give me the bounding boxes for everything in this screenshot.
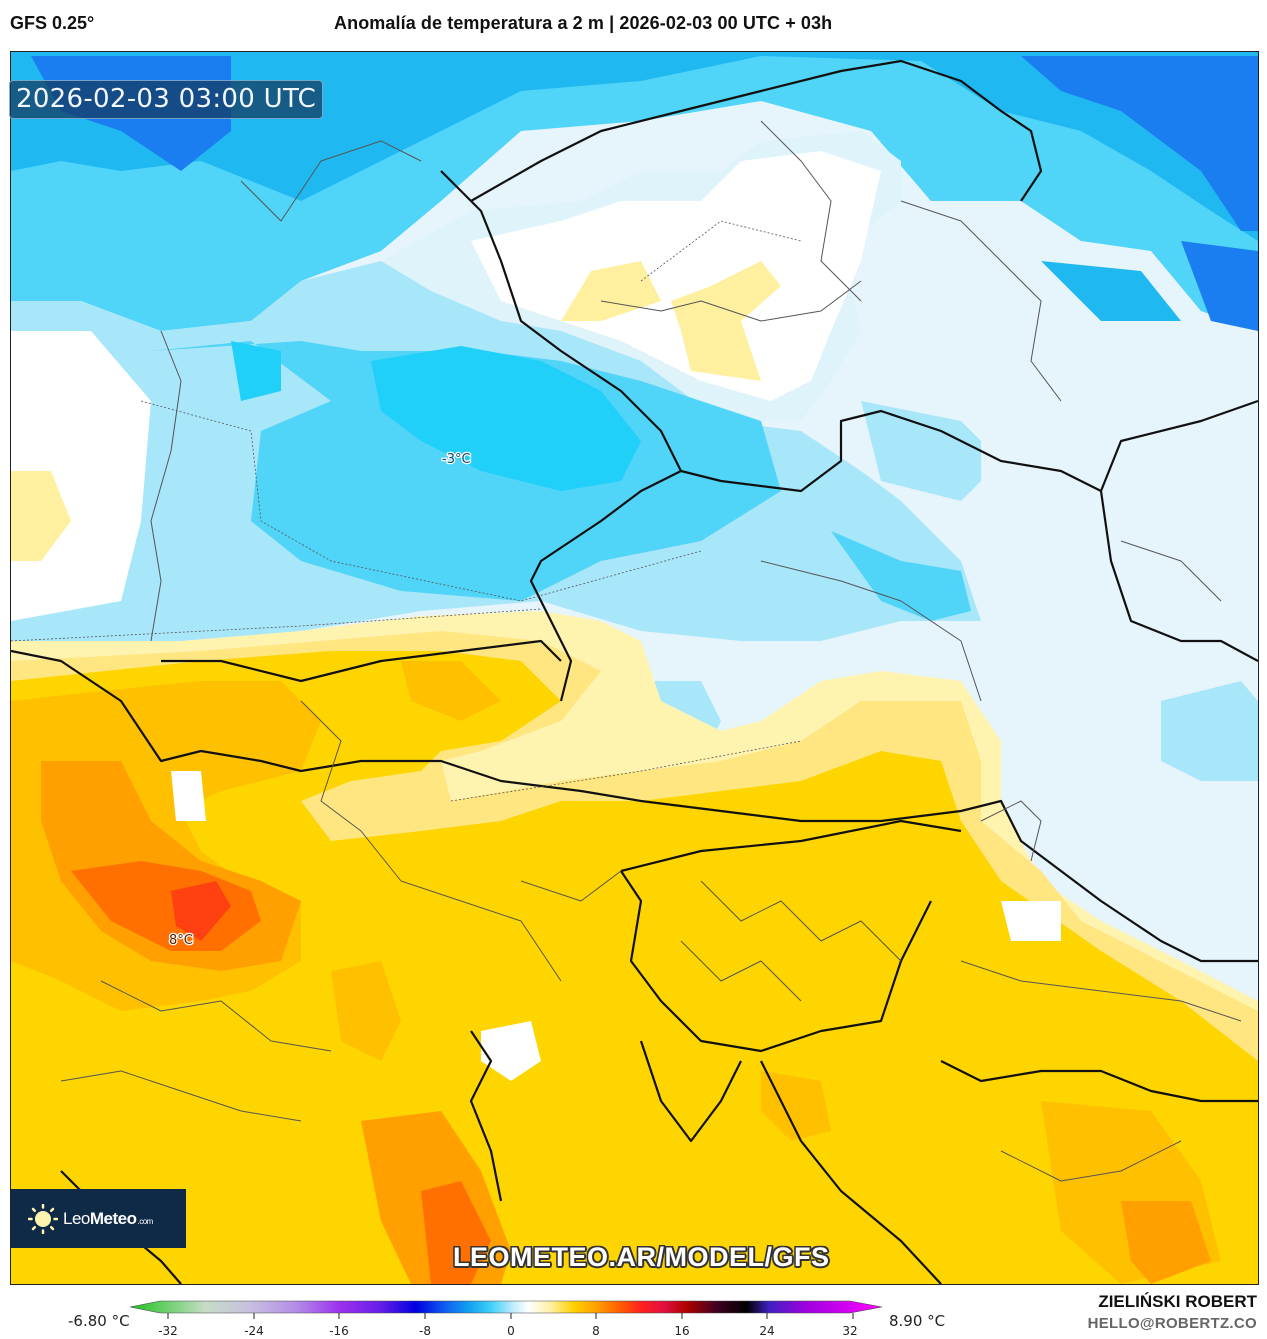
colorbar-tick: 24 <box>759 1324 775 1338</box>
map-contours: -3°C 8°C <box>11 52 1258 1284</box>
colorbar-tick: -24 <box>244 1324 264 1338</box>
logo-wordmark: LeoMeteo.com <box>63 1208 153 1228</box>
contour-label-8: 8°C <box>169 933 193 948</box>
colorbar-min-value: -6.80 °C <box>68 1312 130 1330</box>
valid-time-badge: 2026-02-03 03:00 UTC <box>9 80 324 119</box>
chart-title: Anomalía de temperatura a 2 m | 2026-02-… <box>334 13 833 33</box>
colorbar-tick: 8 <box>592 1324 600 1338</box>
temperature-anomaly-map[interactable]: -3°C 8°C <box>10 51 1259 1285</box>
sun-icon <box>27 1203 59 1234</box>
colorbar-tick: 0 <box>507 1324 515 1338</box>
colorbar-max-value: 8.90 °C <box>889 1312 946 1330</box>
model-name: GFS 0.25° <box>10 13 95 33</box>
colorbar-tick: 16 <box>674 1324 690 1338</box>
colorbar-tick: -8 <box>419 1324 431 1338</box>
colorbar-tick: -16 <box>329 1324 349 1338</box>
author-email[interactable]: HELLO@ROBERTZ.CO <box>1087 1315 1257 1332</box>
colorbar-tick: -32 <box>158 1324 178 1338</box>
leometeo-logo[interactable]: LeoMeteo.com <box>11 1189 186 1248</box>
colorbar-tick: 32 <box>842 1324 858 1338</box>
author-name: ZIELIŃSKI ROBERT <box>1098 1292 1257 1311</box>
colorbar <box>130 1300 883 1319</box>
contour-label-minus3: -3°C <box>442 452 471 467</box>
source-url-watermark: LEOMETEO.AR/MODEL/GFS <box>453 1242 830 1272</box>
